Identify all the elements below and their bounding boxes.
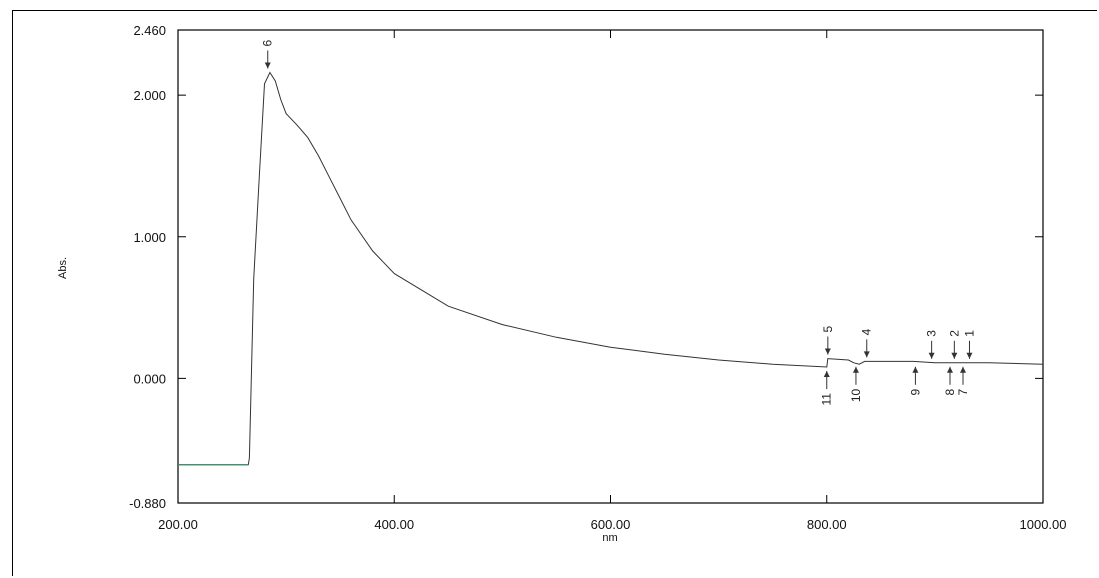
peak-marker-label: 9 <box>908 388 922 395</box>
peak-marker-arrowhead <box>264 62 271 69</box>
y-tick-label: 2.000 <box>133 88 166 103</box>
peak-marker-4: 4 <box>860 328 874 358</box>
peak-marker-7: 7 <box>956 366 970 395</box>
spectrum-line <box>178 71 1044 466</box>
plot-area <box>177 29 1044 504</box>
peak-marker-label: 1 <box>962 330 976 337</box>
peak-marker-arrowhead <box>951 352 958 359</box>
peak-marker-10: 10 <box>849 366 863 402</box>
peak-marker-arrowhead <box>959 366 966 373</box>
peak-marker-arrowhead <box>824 348 831 355</box>
peak-marker-9: 9 <box>908 366 922 395</box>
peak-marker-label: 6 <box>261 39 275 46</box>
y-tick-labels: 2.460 2.000 1.000 0.000 -0.880 <box>129 23 166 511</box>
peak-marker-8: 8 <box>943 366 957 395</box>
y-tick-label: 0.000 <box>133 371 166 386</box>
peak-marker-arrowhead <box>912 366 919 373</box>
peak-marker-label: 4 <box>860 328 874 335</box>
peak-marker-1: 1 <box>962 330 976 359</box>
peak-marker-arrowhead <box>947 366 954 373</box>
peak-marker-label: 7 <box>956 388 970 395</box>
x-tick-label: 600.00 <box>591 517 631 532</box>
peak-marker-label: 8 <box>943 388 957 395</box>
x-tick-label: 400.00 <box>374 517 414 532</box>
peak-marker-6: 6 <box>261 39 275 69</box>
y-tick-label: 1.000 <box>133 230 166 245</box>
peak-marker-3: 3 <box>925 330 939 359</box>
axis-ticks <box>177 29 1044 504</box>
peak-marker-label: 3 <box>925 330 939 337</box>
peak-markers: 65 4 3 2 111 10 9 87 <box>261 39 977 405</box>
peak-marker-arrowhead <box>823 371 830 378</box>
peak-marker-arrowhead <box>928 352 935 359</box>
y-tick-label: -0.880 <box>129 496 166 511</box>
peak-marker-arrowhead <box>863 351 870 358</box>
peak-marker-5: 5 <box>821 326 835 355</box>
peak-marker-arrowhead <box>966 352 973 359</box>
peak-marker-label: 5 <box>821 326 835 333</box>
y-tick-label: 2.460 <box>133 23 166 38</box>
peak-marker-label: 2 <box>947 330 961 337</box>
page-frame <box>12 10 1097 576</box>
peak-marker-label: 10 <box>849 388 863 402</box>
y-axis-title: Abs. <box>57 257 69 279</box>
peak-marker-11: 11 <box>820 371 834 406</box>
peak-marker-arrowhead <box>852 366 859 373</box>
x-tick-label: 1000.00 <box>1020 517 1067 532</box>
x-tick-labels: 200.00 400.00 600.00 800.00 1000.00 <box>158 517 1066 532</box>
x-axis-title: nm <box>602 532 617 544</box>
peak-marker-2: 2 <box>947 330 961 359</box>
x-tick-label: 200.00 <box>158 517 198 532</box>
x-tick-label: 800.00 <box>807 517 847 532</box>
peak-marker-label: 11 <box>820 393 834 406</box>
